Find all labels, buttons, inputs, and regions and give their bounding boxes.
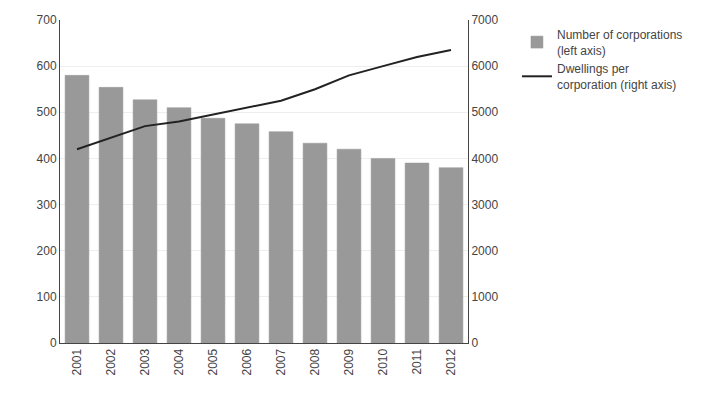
- svg-text:3000: 3000: [471, 198, 498, 212]
- svg-text:600: 600: [37, 59, 57, 73]
- svg-text:200: 200: [37, 244, 57, 258]
- svg-text:7000: 7000: [471, 13, 498, 27]
- svg-text:2012: 2012: [444, 348, 458, 375]
- svg-text:1000: 1000: [471, 290, 498, 304]
- svg-text:2008: 2008: [308, 348, 322, 375]
- svg-text:2009: 2009: [342, 348, 356, 375]
- svg-text:0: 0: [50, 336, 57, 350]
- svg-text:2010: 2010: [376, 348, 390, 375]
- svg-text:2011: 2011: [410, 348, 424, 374]
- svg-text:4000: 4000: [471, 152, 498, 166]
- svg-text:400: 400: [37, 152, 57, 166]
- svg-text:2004: 2004: [172, 348, 186, 375]
- svg-text:2006: 2006: [240, 348, 254, 375]
- svg-text:5000: 5000: [471, 105, 498, 119]
- svg-text:700: 700: [37, 13, 57, 27]
- svg-text:2005: 2005: [206, 348, 220, 375]
- svg-text:500: 500: [37, 105, 57, 119]
- svg-text:2000: 2000: [471, 244, 498, 258]
- svg-text:2002: 2002: [104, 348, 118, 375]
- svg-text:Dwellings percorporation (righ: Dwellings percorporation (right axis): [557, 62, 676, 92]
- svg-text:300: 300: [37, 198, 57, 212]
- svg-text:Number of corporations(left ax: Number of corporations(left axis): [557, 28, 682, 58]
- svg-text:100: 100: [37, 290, 57, 304]
- svg-text:2007: 2007: [274, 348, 288, 375]
- svg-text:6000: 6000: [471, 59, 498, 73]
- svg-text:2001: 2001: [70, 348, 84, 375]
- svg-text:0: 0: [471, 336, 478, 350]
- svg-text:2003: 2003: [138, 348, 152, 375]
